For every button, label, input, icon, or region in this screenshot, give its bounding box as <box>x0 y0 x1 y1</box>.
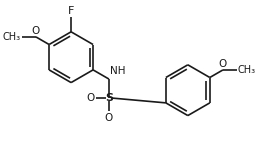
Text: F: F <box>68 6 74 16</box>
Text: O: O <box>32 26 40 36</box>
Text: O: O <box>105 113 113 122</box>
Text: O: O <box>86 93 94 103</box>
Text: CH₃: CH₃ <box>238 65 256 75</box>
Text: NH: NH <box>110 66 126 76</box>
Text: CH₃: CH₃ <box>3 32 21 42</box>
Text: S: S <box>105 93 113 103</box>
Text: O: O <box>219 59 227 69</box>
